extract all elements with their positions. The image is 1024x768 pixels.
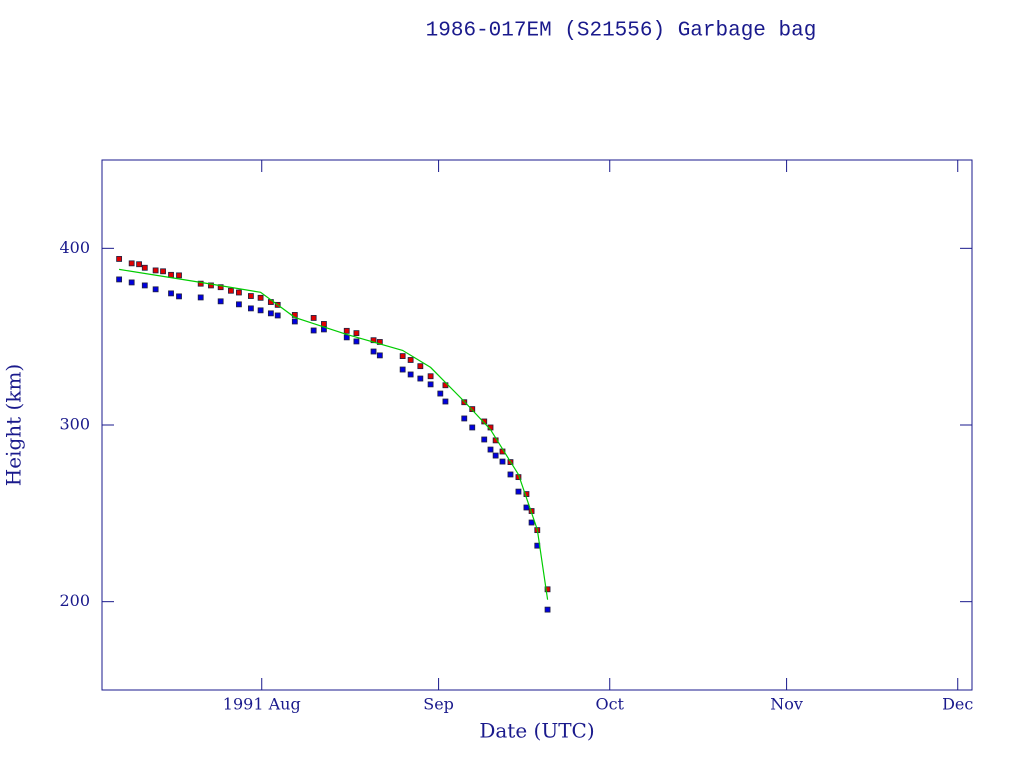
- point: [217, 284, 224, 291]
- point: [417, 363, 424, 370]
- point: [141, 282, 148, 289]
- mean-line: [119, 268, 549, 600]
- point: [492, 452, 499, 459]
- point: [343, 334, 350, 341]
- point: [247, 305, 254, 312]
- x-tick-label: Dec: [942, 695, 973, 714]
- point: [437, 390, 444, 397]
- point: [274, 312, 281, 319]
- point: [128, 260, 135, 267]
- point: [152, 267, 159, 274]
- point: [481, 418, 488, 425]
- x-axis-label: Date (UTC): [479, 719, 594, 743]
- x-tick-label: Oct: [595, 695, 624, 714]
- point: [399, 366, 406, 373]
- point: [417, 375, 424, 382]
- point: [228, 287, 234, 294]
- point: [499, 458, 506, 465]
- point: [116, 276, 123, 283]
- point: [507, 471, 514, 478]
- point: [197, 280, 204, 287]
- point: [469, 406, 476, 413]
- point: [469, 424, 476, 431]
- point: [523, 504, 530, 511]
- point: [321, 321, 327, 327]
- point: [461, 415, 468, 422]
- y-tick-label: 300: [59, 415, 90, 434]
- point: [267, 310, 274, 317]
- point: [399, 353, 406, 360]
- y-tick-label: 200: [59, 591, 90, 610]
- point: [168, 271, 174, 278]
- point: [427, 381, 434, 388]
- point: [136, 261, 142, 268]
- chart-title: 1986-017EM (S21556) Garbage bag: [426, 20, 817, 43]
- point: [370, 348, 377, 355]
- point: [247, 293, 254, 299]
- point: [116, 256, 123, 262]
- y-tick-label: 400: [59, 238, 90, 257]
- point: [152, 286, 159, 293]
- point: [197, 294, 204, 301]
- point: [481, 436, 488, 443]
- point: [544, 586, 551, 593]
- point: [141, 264, 148, 271]
- point: [427, 373, 434, 380]
- point: [128, 279, 135, 286]
- point: [160, 268, 166, 275]
- point: [236, 289, 242, 296]
- point: [407, 357, 414, 363]
- point: [236, 301, 242, 308]
- point: [353, 338, 360, 345]
- point: [376, 352, 383, 359]
- point: [544, 606, 551, 613]
- point: [310, 327, 317, 334]
- point: [515, 488, 522, 495]
- point: [407, 371, 414, 378]
- point: [310, 315, 317, 321]
- point: [176, 293, 182, 300]
- point: [168, 290, 174, 297]
- point: [208, 282, 214, 289]
- x-tick-label: Nov: [770, 695, 803, 714]
- point: [442, 398, 449, 405]
- point: [291, 318, 298, 325]
- point: [528, 519, 535, 526]
- x-tick-label: 1991 Aug: [223, 695, 301, 714]
- point: [487, 446, 494, 453]
- x-tick-label: Sep: [423, 695, 454, 714]
- point: [257, 294, 264, 301]
- y-axis-label: Height (km): [2, 364, 26, 486]
- plot-frame: [101, 159, 973, 691]
- point: [257, 307, 264, 314]
- point: [217, 298, 224, 305]
- point: [176, 272, 182, 279]
- point: [343, 327, 350, 334]
- point: [353, 330, 360, 337]
